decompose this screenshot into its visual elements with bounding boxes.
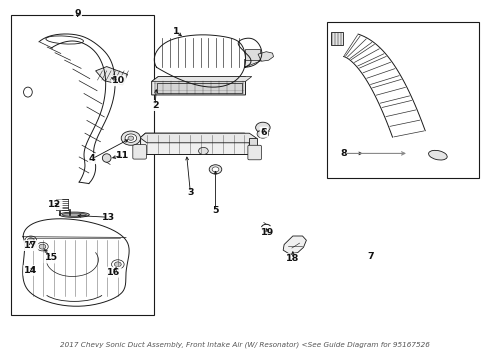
Text: 3: 3 [187, 188, 193, 197]
Circle shape [114, 262, 121, 267]
Text: 4: 4 [89, 154, 95, 163]
Polygon shape [151, 77, 245, 95]
Text: 18: 18 [285, 254, 299, 263]
Text: 13: 13 [102, 213, 115, 222]
Text: 19: 19 [261, 228, 274, 237]
Ellipse shape [102, 154, 111, 162]
Polygon shape [258, 52, 273, 61]
Circle shape [198, 147, 208, 154]
Text: 9: 9 [74, 9, 81, 18]
Circle shape [121, 131, 140, 145]
Text: 15: 15 [44, 253, 58, 262]
Text: 12: 12 [48, 200, 61, 209]
Polygon shape [249, 138, 256, 154]
Text: 16: 16 [107, 267, 121, 276]
Text: 2017 Chevy Sonic Duct Assembly, Front Intake Air (W/ Resonator) <See Guide Diagr: 2017 Chevy Sonic Duct Assembly, Front In… [60, 342, 428, 348]
Text: 6: 6 [260, 128, 266, 137]
Text: 11: 11 [116, 151, 129, 160]
FancyBboxPatch shape [133, 145, 146, 159]
Circle shape [27, 238, 34, 243]
Polygon shape [95, 67, 127, 85]
Text: 7: 7 [367, 252, 374, 261]
Circle shape [37, 242, 48, 251]
FancyBboxPatch shape [247, 145, 261, 160]
Bar [11, 15, 154, 315]
Ellipse shape [59, 212, 89, 217]
Bar [326, 22, 478, 178]
Circle shape [111, 260, 124, 269]
Polygon shape [151, 77, 251, 81]
Text: 14: 14 [24, 266, 38, 275]
Polygon shape [140, 133, 256, 143]
Polygon shape [244, 54, 267, 67]
Text: 5: 5 [212, 206, 218, 215]
Bar [330, 32, 342, 45]
Circle shape [26, 241, 36, 248]
Circle shape [125, 134, 137, 143]
Text: 10: 10 [112, 76, 125, 85]
Circle shape [25, 236, 37, 244]
Circle shape [255, 122, 269, 133]
Circle shape [257, 130, 268, 138]
Circle shape [212, 167, 219, 172]
Circle shape [39, 244, 46, 249]
Ellipse shape [427, 150, 447, 160]
Text: 8: 8 [340, 149, 346, 158]
Circle shape [128, 136, 134, 140]
Ellipse shape [62, 213, 86, 216]
Polygon shape [140, 133, 249, 154]
Text: 17: 17 [24, 241, 38, 250]
Text: 1: 1 [172, 27, 179, 36]
Bar [245, 49, 260, 60]
Text: 2: 2 [151, 101, 158, 110]
Circle shape [209, 165, 222, 174]
Bar [156, 82, 241, 93]
Polygon shape [283, 236, 306, 254]
